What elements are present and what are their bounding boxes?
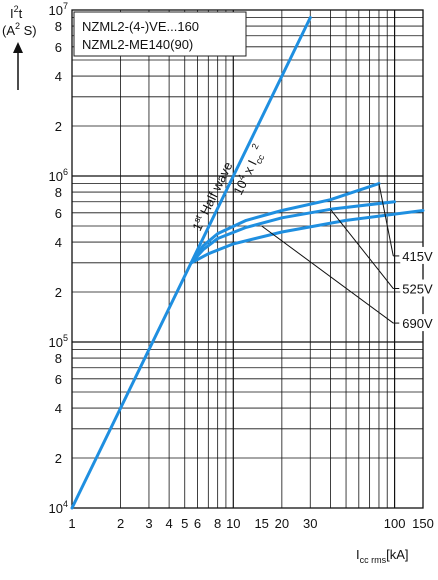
grid xyxy=(71,9,424,509)
annotation-bg-690v xyxy=(400,314,437,332)
y-tick-label: 104 xyxy=(49,499,68,516)
legend-box-frame xyxy=(73,11,247,57)
y-tick-label: 8 xyxy=(55,351,62,366)
annotation-leader-415v xyxy=(378,183,394,257)
y-tick-label: 4 xyxy=(55,69,62,84)
annotation-label-525v: 525V xyxy=(402,282,433,297)
y-axis-label-main: I2t xyxy=(10,4,23,21)
y-axis-label: I2t (A2 S) xyxy=(2,4,37,90)
x-tick-label: 5 xyxy=(181,516,188,531)
y-tick-label: 4 xyxy=(55,401,62,416)
series-layer xyxy=(70,16,425,510)
y-axis-label-unit: (A2 S) xyxy=(2,21,37,38)
y-tick-label: 2 xyxy=(55,119,62,134)
y-tick-label: 4 xyxy=(55,235,62,250)
x-tick-label: 100 xyxy=(384,516,406,531)
annotation-layer: 415V 525V 690V xyxy=(261,183,437,332)
x-tick-label: 3 xyxy=(145,516,152,531)
y-tick-label: 107 xyxy=(49,1,68,18)
x-tick-label: 30 xyxy=(303,516,317,531)
x-tick-label: 2 xyxy=(117,516,124,531)
y-tick-label: 8 xyxy=(55,19,62,34)
y-tick-label: 106 xyxy=(49,167,68,184)
annotation-bg-415v xyxy=(400,246,437,264)
tick-label-layer: 1 2 3 4 5 6 8 10 15 20 30 100 1501042468105246810624… xyxy=(49,1,434,531)
x-tick-label: 1 xyxy=(68,516,75,531)
series-line-415v xyxy=(189,182,381,265)
y-axis-arrow-head xyxy=(13,42,23,53)
x-tick-label: 10 xyxy=(226,516,240,531)
x-tick-label: 15 xyxy=(254,516,268,531)
series-line-525v xyxy=(189,200,397,265)
legend-line-2: NZML2-ME140(90) xyxy=(82,37,193,52)
annotation-label-415v: 415V xyxy=(402,249,433,264)
formula-label: 104 x Icc 2 xyxy=(228,142,269,199)
annotation-bg-525v xyxy=(400,279,437,297)
y-tick-label: 6 xyxy=(55,206,62,221)
x-axis-label: Icc rms[kA] xyxy=(356,547,409,565)
x-tick-label: 20 xyxy=(275,516,289,531)
y-tick-label: 6 xyxy=(55,40,62,55)
legend-box: NZML2-(4-)VE...160 NZML2-ME140(90) xyxy=(73,11,247,57)
x-tick-label: 6 xyxy=(194,516,201,531)
y-tick-label: 8 xyxy=(55,185,62,200)
annotation-leader-690v xyxy=(261,225,394,324)
annotation-leader-525v xyxy=(330,208,394,289)
x-tick-label: 4 xyxy=(165,516,172,531)
y-tick-label: 6 xyxy=(55,372,62,387)
legend-line-1: NZML2-(4-)VE...160 xyxy=(82,19,199,34)
y-tick-label: 2 xyxy=(55,285,62,300)
y-tick-label: 2 xyxy=(55,451,62,466)
series-line-690v xyxy=(189,209,425,265)
annotation-label-690v: 690V xyxy=(402,316,433,331)
x-tick-label: 150 xyxy=(412,516,434,531)
y-tick-label: 105 xyxy=(49,333,68,350)
x-tick-label: 8 xyxy=(214,516,221,531)
